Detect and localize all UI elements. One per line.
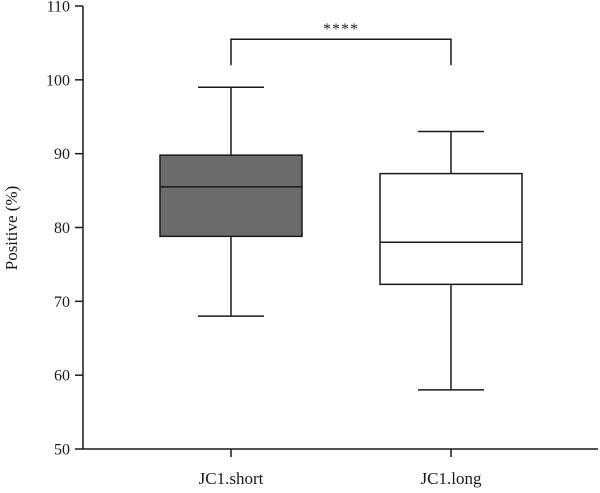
box-jc1-short	[159, 86, 303, 317]
boxes	[159, 86, 523, 391]
significance-bracket	[230, 38, 452, 66]
y-tick-label: 80	[54, 220, 70, 237]
y-tick-label: 70	[54, 294, 70, 311]
box-jc1-long	[379, 130, 523, 391]
y-tick-label: 100	[46, 72, 70, 89]
iqr-box	[159, 154, 303, 238]
y-tick-label: 110	[47, 0, 70, 16]
axes: 50 60 70 80 90 100 110 JC1.short JC1.long	[46, 0, 598, 488]
x-tick-label: JC1.long	[421, 469, 482, 488]
x-tick-label: JC1.short	[199, 469, 264, 488]
y-tick-label: 60	[54, 368, 70, 385]
significance-annotation: ****	[230, 21, 452, 66]
y-tick-label: 50	[54, 442, 70, 459]
y-tick-label: 90	[54, 146, 70, 163]
y-axis-label: Positive (%)	[2, 186, 21, 271]
iqr-box	[379, 172, 523, 286]
significance-stars: ****	[323, 21, 359, 38]
